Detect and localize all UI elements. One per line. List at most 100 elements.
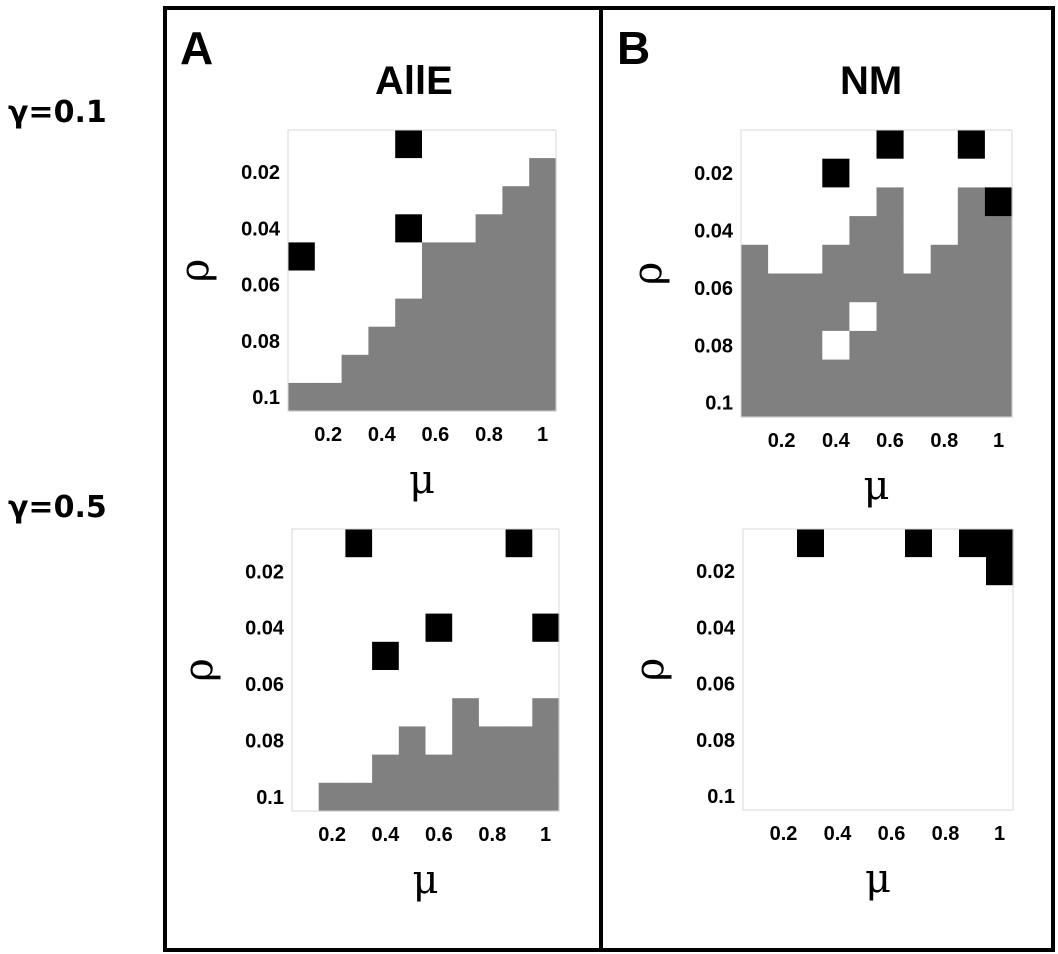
heatmap-cell xyxy=(345,726,373,756)
heatmap-cell xyxy=(986,529,1014,558)
heatmap-cell xyxy=(372,641,400,671)
heatmap-cell xyxy=(475,326,503,356)
heatmap-cell xyxy=(797,753,825,783)
heatmap-cell xyxy=(957,330,986,361)
heatmap-cell xyxy=(529,186,557,215)
heatmap-cell xyxy=(905,529,933,558)
heatmap-cell xyxy=(345,782,373,812)
heatmap-cell xyxy=(851,753,879,783)
heatmap-cell xyxy=(502,242,530,272)
heatmap-cell xyxy=(797,725,825,755)
heatmap-cell xyxy=(532,641,560,671)
heatmap-cell xyxy=(984,302,1013,332)
heatmap-cell xyxy=(425,529,453,558)
y-axis-label: ρ xyxy=(176,658,222,682)
heatmap-cell xyxy=(986,585,1014,614)
x-tick-label: 0.2 xyxy=(768,430,796,452)
heatmap-cell xyxy=(743,697,771,727)
heatmap-cell xyxy=(478,698,507,727)
heatmap-cell xyxy=(398,613,427,643)
heatmap-cell xyxy=(822,130,850,160)
heatmap-cell xyxy=(849,330,878,361)
heatmap-cell xyxy=(288,214,316,243)
heatmap-cell xyxy=(475,382,503,412)
heatmap-cell xyxy=(372,585,400,615)
heatmap-cell xyxy=(930,158,959,188)
heatmap-cell xyxy=(425,754,453,784)
heatmap-cell xyxy=(984,244,1013,275)
heatmap-cell xyxy=(422,214,450,243)
heatmap-cell xyxy=(959,529,987,558)
heatmap-cell xyxy=(986,641,1014,671)
heatmap-cell xyxy=(318,698,346,727)
heatmap-cell xyxy=(452,782,480,812)
heatmap-cell xyxy=(398,782,427,812)
heatmap-cell xyxy=(292,613,320,643)
heatmap-cell xyxy=(822,302,850,332)
heatmap-cell xyxy=(876,216,905,246)
heatmap-cell xyxy=(532,585,560,615)
heatmap-cell xyxy=(903,273,932,303)
heatmap-cell xyxy=(341,130,369,159)
y-tick-label: 0.06 xyxy=(245,674,284,696)
heatmap-cell xyxy=(425,782,453,812)
heatmap-cell xyxy=(822,216,850,246)
heatmap-cell xyxy=(475,270,503,300)
heatmap-cell xyxy=(849,244,878,275)
y-tick-label: 0.04 xyxy=(245,618,285,640)
y-tick-label: 0.08 xyxy=(245,731,284,753)
heatmap-cell xyxy=(959,613,987,642)
heatmap-cell xyxy=(448,186,477,215)
heatmap-cell xyxy=(984,330,1013,361)
panel-b-frame xyxy=(599,6,1055,952)
x-tick-label: 0.8 xyxy=(475,424,503,446)
heatmap-cell xyxy=(851,641,879,671)
heatmap-a-bottom: 0.02 0.04 0.06 0.08 0.1 0.2 0.4 0.6 0.8 1 μ ρ xyxy=(176,528,560,903)
x-tick-label: 0.6 xyxy=(421,424,449,446)
heatmap-cell xyxy=(292,754,320,784)
heatmap-cell xyxy=(475,242,503,272)
heatmap-cell xyxy=(770,641,798,671)
y-tick-label: 0.06 xyxy=(241,275,280,297)
panel-b-title: NM xyxy=(840,59,902,103)
heatmap-cell xyxy=(743,585,771,614)
heatmap-cell xyxy=(314,186,343,215)
heatmap-cell xyxy=(905,753,933,783)
heatmap-cell xyxy=(318,670,346,699)
heatmap-cell xyxy=(768,330,796,361)
heatmap-cell xyxy=(288,298,316,328)
heatmap-cell xyxy=(822,187,850,217)
heatmap-cell xyxy=(478,557,507,586)
heatmap-cell xyxy=(797,641,825,671)
heatmap-cell xyxy=(903,244,932,275)
heatmap-cell xyxy=(292,782,320,812)
heatmap-cell xyxy=(398,641,427,671)
heatmap-cell xyxy=(452,726,480,756)
heatmap-cell xyxy=(930,187,959,217)
y-tick-label: 0.08 xyxy=(241,331,280,353)
heatmap-cell xyxy=(824,697,852,727)
heatmap-cell xyxy=(770,697,798,727)
heatmap-cell xyxy=(314,242,343,272)
heatmap-cell xyxy=(878,753,906,783)
heatmap-cell xyxy=(395,130,423,159)
heatmap-cell xyxy=(341,242,369,272)
heatmap-cell xyxy=(905,641,933,671)
heatmap-cell xyxy=(741,158,769,188)
heatmap-cell xyxy=(770,781,798,811)
x-tick-label: 0.6 xyxy=(876,430,904,452)
heatmap-cell xyxy=(876,388,905,418)
heatmap-cell xyxy=(529,130,557,159)
heatmap-cell xyxy=(448,326,477,356)
heatmap-cell xyxy=(395,298,423,328)
heatmap-cell xyxy=(849,216,878,246)
heatmap-cell xyxy=(986,557,1014,586)
heatmap-cell xyxy=(529,382,557,412)
y-tick-label: 0.1 xyxy=(252,387,280,409)
heatmap-cell xyxy=(288,326,316,356)
heatmap-cell xyxy=(905,585,933,614)
y-tick-label: 0.04 xyxy=(241,218,281,240)
heatmap-cell xyxy=(341,158,369,187)
heatmap-cell xyxy=(368,354,396,384)
heatmap-cell xyxy=(930,330,959,361)
